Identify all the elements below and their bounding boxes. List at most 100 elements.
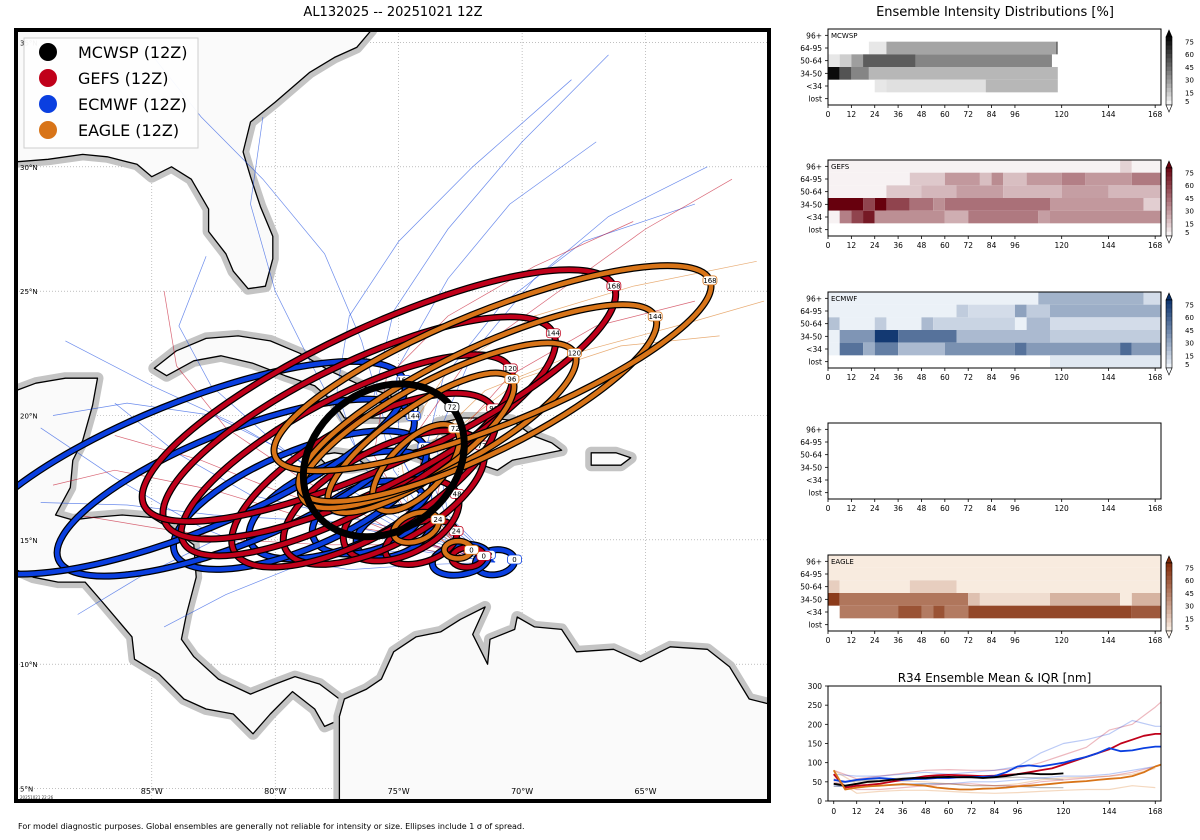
colorbar-band bbox=[1166, 223, 1172, 228]
heatmap-cell bbox=[956, 304, 969, 318]
heatmap-hour-label: 120 bbox=[1055, 504, 1070, 513]
colorbar-band bbox=[1166, 45, 1172, 51]
lon-tick-label: 75°W bbox=[388, 787, 410, 796]
heatmap-cell bbox=[863, 54, 916, 67]
heatmap-cell bbox=[863, 198, 875, 211]
heatmap-cell bbox=[921, 185, 957, 198]
heatmap-cell bbox=[968, 210, 1039, 224]
r34-y-tick-label: 0 bbox=[817, 797, 822, 806]
r34-y-tick-label: 200 bbox=[808, 720, 823, 729]
heatmap-hour-label: 12 bbox=[847, 373, 857, 382]
heatmap-frame bbox=[827, 422, 1162, 500]
colorbar-bottom-arrow bbox=[1165, 630, 1173, 639]
heatmap-row-label: lost bbox=[808, 489, 822, 498]
colorbar-band bbox=[1166, 580, 1172, 585]
heatmap-cell bbox=[944, 342, 1015, 356]
ellipse-hour-label: 72 bbox=[477, 442, 486, 450]
heatmap-hour-label: 60 bbox=[940, 373, 950, 382]
map-ellipses: 0123648729614416802448729612014416802472… bbox=[16, 262, 718, 580]
heatmap-cell bbox=[1050, 355, 1161, 368]
heatmap-panel-empty: 96+ 64-95 50-64 34-50 <34 lost 0 12 24 36 48 60 72 84… bbox=[800, 422, 1163, 513]
heatmap-hour-label: 72 bbox=[963, 241, 973, 250]
heatmap-cell bbox=[839, 330, 875, 343]
heatmap-cell bbox=[933, 317, 1015, 330]
heatmap-cell bbox=[886, 317, 922, 330]
colorbar-tick-label: 75 bbox=[1185, 301, 1194, 309]
heatmap-cell bbox=[944, 605, 969, 619]
heatmap-hour-label: 96 bbox=[1010, 241, 1020, 250]
heatmap-row-label: lost bbox=[808, 358, 822, 367]
ellipse-label-box bbox=[702, 275, 718, 286]
heatmap-row-label: 64-95 bbox=[800, 44, 822, 53]
heatmap-row-label: 64-95 bbox=[800, 438, 822, 447]
heatmap-hour-label: 72 bbox=[963, 504, 973, 513]
heatmap-hour-label: 24 bbox=[870, 636, 880, 645]
heatmap-hour-label: 36 bbox=[893, 504, 903, 513]
ellipse-hour-label: 168 bbox=[607, 283, 620, 291]
colorbar-band bbox=[1166, 597, 1172, 602]
heatmap-row-label: <34 bbox=[806, 82, 822, 91]
heatmap-panel-mcwsp: MCWSP 96+ 64-95 50-64 34-50 <34 lost 0 12 24 36 48 6… bbox=[800, 28, 1194, 119]
colorbar-band bbox=[1166, 83, 1172, 89]
heatmap-cell bbox=[874, 342, 899, 356]
heatmap-cell bbox=[828, 172, 910, 186]
legend-swatch-eagle bbox=[39, 121, 57, 139]
heatmap-cell bbox=[909, 580, 957, 593]
lon-tick-label: 80°W bbox=[264, 787, 286, 796]
colorbar-tick-label: 75 bbox=[1185, 169, 1194, 177]
heatmap-cell bbox=[1050, 317, 1161, 330]
heatmap-cell bbox=[956, 580, 1161, 593]
ellipse-label-box bbox=[405, 411, 421, 421]
heatmap-cell bbox=[1050, 593, 1121, 606]
r34-series-gefs-q75 bbox=[833, 701, 1162, 780]
r34-x-tick-label: 120 bbox=[1056, 807, 1071, 816]
heatmap-cell bbox=[921, 317, 934, 330]
heatmap-cell bbox=[968, 605, 1132, 619]
heatmap-cell bbox=[839, 67, 852, 80]
ellipse-label-box bbox=[545, 328, 561, 339]
colorbar-band bbox=[1166, 75, 1172, 80]
colorbar-top-arrow bbox=[1165, 555, 1173, 564]
heatmap-row-label: 50-64 bbox=[800, 57, 822, 66]
heatmap-cell bbox=[1050, 304, 1161, 318]
r34-series-eagle-q25 bbox=[833, 777, 1156, 794]
heatmap-cell bbox=[828, 317, 840, 330]
heatmap-cell bbox=[1050, 330, 1161, 343]
colorbar-band bbox=[1166, 622, 1172, 628]
r34-series-mcwsp-mean bbox=[833, 772, 1064, 787]
heatmap-cell bbox=[874, 210, 945, 224]
heatmap-hour-label: 12 bbox=[847, 504, 857, 513]
heatmap-cell bbox=[1050, 210, 1161, 224]
heatmap-hour-label: 12 bbox=[847, 241, 857, 250]
heatmap-cell bbox=[828, 580, 840, 593]
colorbar-tick-label: 30 bbox=[1185, 208, 1194, 216]
heatmap-cell bbox=[863, 342, 875, 356]
colorbar-band bbox=[1166, 71, 1172, 76]
ellipse-hour-label: 168 bbox=[703, 277, 716, 285]
heatmap-row-label: 34-50 bbox=[800, 69, 822, 78]
heatmap-hour-label: 72 bbox=[963, 636, 973, 645]
heatmap-cell bbox=[1026, 342, 1121, 356]
heatmap-row-label: 64-95 bbox=[800, 307, 822, 316]
heatmap-hour-label: 84 bbox=[987, 504, 997, 513]
heatmap-cell bbox=[909, 172, 945, 186]
footer-note: For model diagnostic purposes. Global en… bbox=[18, 822, 525, 831]
colorbar-bottom-arrow bbox=[1165, 235, 1173, 244]
heatmap-cell bbox=[851, 67, 869, 80]
heatmap-model-label: ECMWF bbox=[831, 295, 857, 303]
ellipse-hour-label: 0 bbox=[469, 546, 473, 554]
colorbar-band bbox=[1166, 58, 1172, 63]
heatmap-hour-label: 84 bbox=[987, 241, 997, 250]
heatmap-frame bbox=[827, 159, 1162, 237]
ellipse-hour-label: 144 bbox=[649, 313, 663, 321]
colorbar-band bbox=[1166, 37, 1172, 42]
colorbar-band bbox=[1166, 563, 1172, 568]
heatmap-cell bbox=[1120, 342, 1132, 356]
lat-tick-label: 20°N bbox=[20, 413, 38, 421]
heatmap-hour-label: 60 bbox=[940, 636, 950, 645]
legend-label: GEFS (12Z) bbox=[78, 69, 168, 88]
heatmap-hour-label: 168 bbox=[1148, 373, 1163, 382]
colorbar-band bbox=[1166, 100, 1172, 106]
colorbar-band bbox=[1166, 601, 1172, 606]
r34-y-tick-label: 150 bbox=[808, 740, 823, 749]
